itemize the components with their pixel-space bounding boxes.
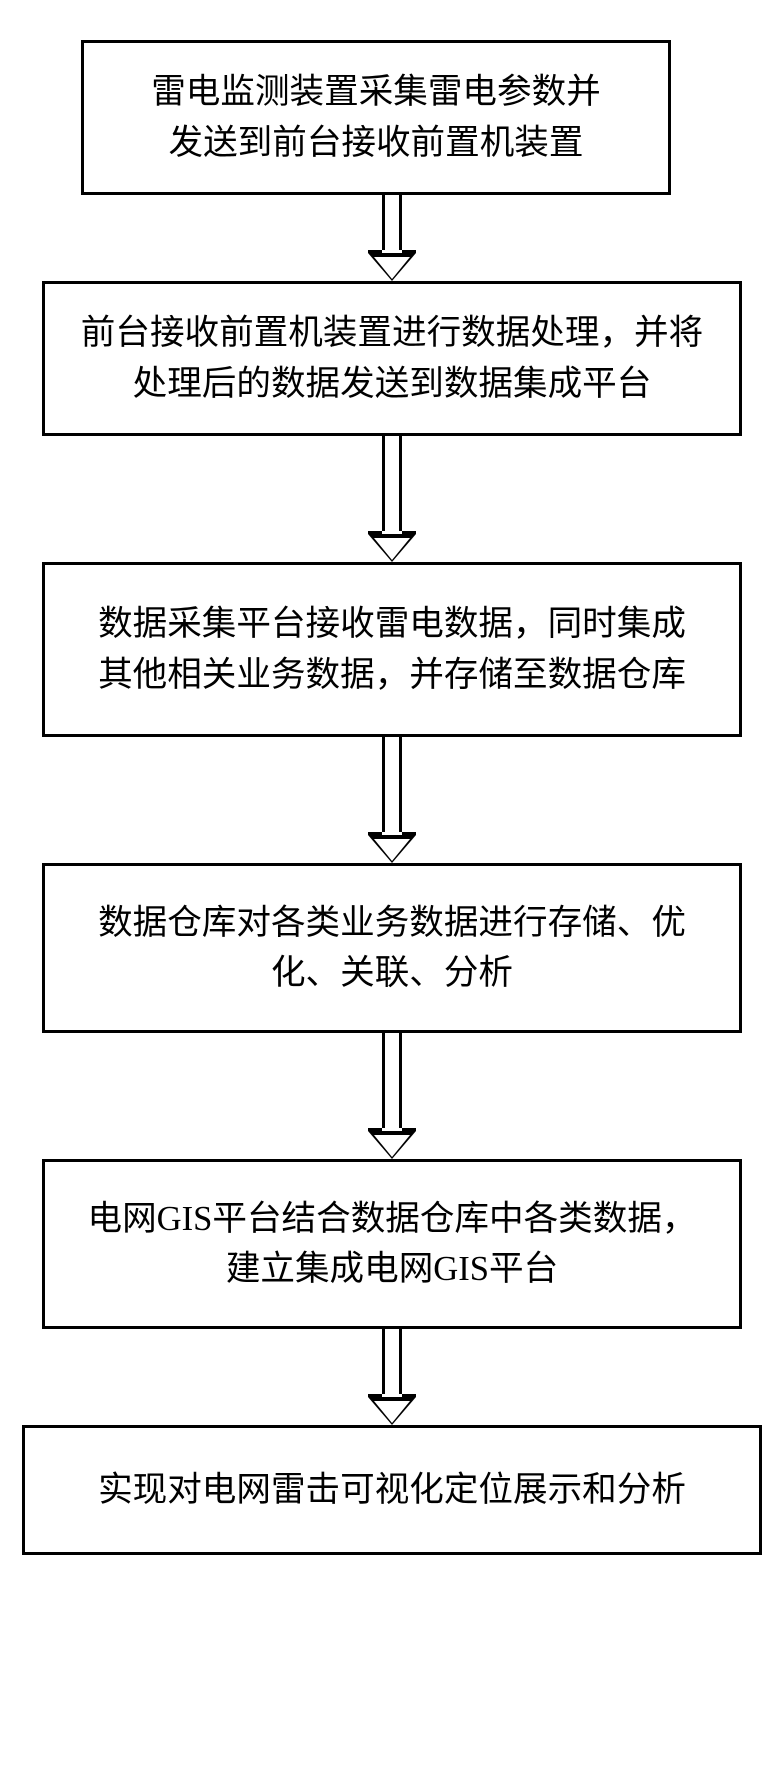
flow-node-n6: 实现对电网雷击可视化定位展示和分析 [22, 1425, 762, 1555]
flow-arrow-n1-n2 [368, 195, 416, 281]
flow-node-n3: 数据采集平台接收雷电数据，同时集成其他相关业务数据，并存储至数据仓库 [42, 562, 742, 737]
flow-node-n2: 前台接收前置机装置进行数据处理，并将处理后的数据发送到数据集成平台 [42, 281, 742, 436]
flow-node-text: 实现对电网雷击可视化定位展示和分析 [98, 1465, 686, 1515]
flow-arrow-n2-n3 [368, 436, 416, 562]
flow-arrow-n5-n6 [368, 1329, 416, 1425]
flow-node-text: 数据采集平台接收雷电数据，同时集成其他相关业务数据，并存储至数据仓库 [98, 599, 686, 699]
flow-node-text: 雷电监测装置采集雷电参数并发送到前台接收前置机装置 [151, 67, 601, 167]
flowchart-container: 雷电监测装置采集雷电参数并发送到前台接收前置机装置前台接收前置机装置进行数据处理… [0, 0, 784, 1555]
flow-node-n1: 雷电监测装置采集雷电参数并发送到前台接收前置机装置 [81, 40, 671, 195]
flow-node-text: 前台接收前置机装置进行数据处理，并将处理后的数据发送到数据集成平台 [81, 308, 703, 408]
flow-node-n5: 电网GIS平台结合数据仓库中各类数据，建立集成电网GIS平台 [42, 1159, 742, 1329]
flow-node-n4: 数据仓库对各类业务数据进行存储、优化、关联、分析 [42, 863, 742, 1033]
flow-arrow-n4-n5 [368, 1033, 416, 1159]
flow-node-text: 数据仓库对各类业务数据进行存储、优化、关联、分析 [98, 898, 686, 998]
flow-arrow-n3-n4 [368, 737, 416, 863]
flow-node-text: 电网GIS平台结合数据仓库中各类数据，建立集成电网GIS平台 [88, 1194, 697, 1294]
